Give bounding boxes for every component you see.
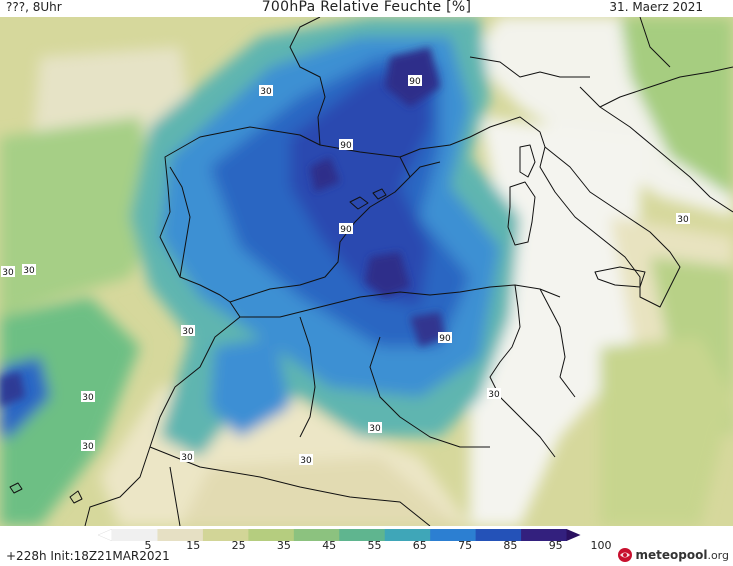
coastlines [9, 17, 733, 526]
svg-text:30: 30 [260, 87, 272, 97]
meteopool-globe-icon [617, 548, 632, 562]
contour-label: 30 [81, 440, 95, 452]
contour-label: 30 [259, 85, 273, 97]
color-scale-max-arrow [566, 529, 581, 541]
svg-text:30: 30 [23, 266, 35, 276]
svg-text:30: 30 [369, 424, 381, 434]
map-header: ???, 8Uhr 700hPa Relative Feuchte [%] 31… [0, 0, 733, 17]
color-scale-tick: 95 [548, 539, 563, 552]
color-scale-cell [430, 529, 477, 541]
humidity-map-canvas: 30 90 90 90 30 30 [0, 17, 733, 526]
svg-text:30: 30 [82, 393, 94, 403]
map-title: 700hPa Relative Feuchte [%] [261, 0, 472, 15]
contour-label: 90 [438, 332, 452, 344]
contour-label: 90 [408, 75, 422, 87]
color-scale-labels: 5 15 25 35 45 55 65 75 85 95 100 [0, 539, 733, 553]
color-scale-cell [248, 529, 295, 541]
color-scale-cell [521, 529, 568, 541]
svg-text:30: 30 [182, 327, 194, 337]
color-scale-tick: 35 [276, 539, 291, 552]
color-scale-tick: 85 [503, 539, 518, 552]
map-footer: 5 15 25 35 45 55 65 75 85 95 100 +228h Init:18Z21M… [0, 526, 733, 566]
svg-text:30: 30 [181, 453, 193, 463]
contour-label: 30 [299, 454, 313, 466]
color-scale-bar [98, 529, 581, 541]
color-scale-cell [339, 529, 386, 541]
color-scale-tick: 65 [412, 539, 427, 552]
humidity-map: 30 90 90 90 30 30 [0, 17, 733, 526]
color-scale-tick: 100 [590, 539, 612, 552]
svg-text:30: 30 [488, 390, 500, 400]
color-scale-tick: 75 [458, 539, 473, 552]
humidity-field [0, 17, 733, 526]
contour-labels: 30 90 90 90 30 30 [1, 75, 690, 466]
svg-text:90: 90 [340, 141, 352, 151]
svg-text:90: 90 [439, 334, 451, 344]
contour-label: 30 [181, 325, 195, 337]
svg-text:30: 30 [677, 215, 689, 225]
color-scale-tick: 15 [186, 539, 201, 552]
color-scale-tick: 45 [322, 539, 337, 552]
meteopool-wordmark: meteopool.org [635, 548, 730, 562]
color-scale-cell [202, 529, 249, 541]
color-scale-tick: 5 [144, 539, 152, 552]
svg-text:90: 90 [409, 77, 421, 87]
meteopool-logo[interactable]: meteopool.org [617, 545, 730, 565]
color-scale-cell [293, 529, 340, 541]
contour-label: 30 [368, 422, 382, 434]
svg-text:30: 30 [300, 456, 312, 466]
color-scale-tick: 25 [231, 539, 246, 552]
color-scale-cell [384, 529, 431, 541]
color-scale-tick: 55 [367, 539, 382, 552]
contour-label: 90 [339, 223, 353, 235]
forecast-date: 31. Maerz 2021 [609, 0, 703, 14]
contour-label: 30 [22, 264, 36, 276]
contour-label: 30 [1, 266, 15, 278]
color-scale-cell [112, 529, 158, 541]
svg-text:90: 90 [340, 225, 352, 235]
contour-label: 30 [81, 391, 95, 403]
model-run-info: +228h Init:18Z21MAR2021 [6, 549, 170, 563]
svg-text:30: 30 [82, 442, 94, 452]
contour-label: 30 [487, 388, 501, 400]
valid-time-label: ???, 8Uhr [6, 0, 62, 14]
contour-label: 90 [339, 139, 353, 151]
contour-label: 30 [180, 451, 194, 463]
color-scale-cell [475, 529, 522, 541]
contour-label: 30 [676, 213, 690, 225]
color-scale-cell [157, 529, 204, 541]
svg-text:30: 30 [2, 268, 14, 278]
